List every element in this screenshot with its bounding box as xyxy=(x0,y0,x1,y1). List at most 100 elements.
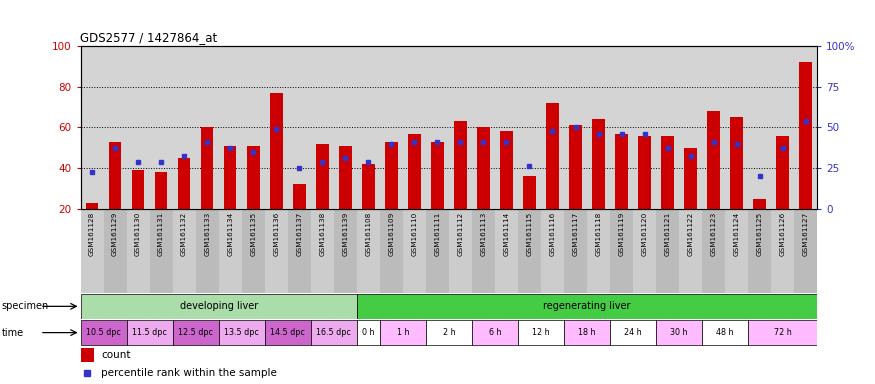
Bar xyxy=(80,320,127,345)
Bar xyxy=(362,164,374,209)
Bar xyxy=(634,209,656,293)
Bar xyxy=(408,134,421,209)
Text: GSM161116: GSM161116 xyxy=(550,212,556,257)
Bar xyxy=(518,209,541,293)
Text: GSM161109: GSM161109 xyxy=(388,212,395,257)
Bar xyxy=(656,209,679,293)
Text: GSM161118: GSM161118 xyxy=(596,212,601,257)
Bar xyxy=(150,209,172,293)
Bar xyxy=(472,320,518,345)
Bar xyxy=(748,209,771,293)
Bar xyxy=(316,144,329,209)
Text: percentile rank within the sample: percentile rank within the sample xyxy=(102,367,277,377)
Bar xyxy=(103,209,127,293)
Text: 1 h: 1 h xyxy=(396,328,410,337)
Bar xyxy=(426,320,472,345)
Bar xyxy=(426,209,449,293)
Bar xyxy=(357,209,380,293)
Text: GSM161115: GSM161115 xyxy=(527,212,533,257)
Bar xyxy=(679,209,702,293)
Bar xyxy=(219,209,242,293)
Text: GSM161113: GSM161113 xyxy=(480,212,487,257)
Text: GSM161131: GSM161131 xyxy=(158,212,164,257)
Bar xyxy=(592,119,605,209)
Bar xyxy=(702,320,748,345)
Bar xyxy=(127,209,150,293)
Bar xyxy=(454,121,466,209)
Bar xyxy=(449,209,472,293)
Text: 6 h: 6 h xyxy=(488,328,501,337)
Bar xyxy=(431,142,444,209)
Text: GSM161114: GSM161114 xyxy=(503,212,509,257)
Text: 30 h: 30 h xyxy=(670,328,688,337)
Text: GSM161120: GSM161120 xyxy=(641,212,648,257)
Text: 14.5 dpc: 14.5 dpc xyxy=(270,328,305,337)
Bar xyxy=(518,320,564,345)
Text: GSM161139: GSM161139 xyxy=(342,212,348,257)
Text: GSM161129: GSM161129 xyxy=(112,212,118,257)
Bar xyxy=(541,209,564,293)
Bar xyxy=(794,209,817,293)
Bar xyxy=(293,184,305,209)
Bar xyxy=(357,320,380,345)
Bar xyxy=(380,320,426,345)
Bar xyxy=(662,136,674,209)
Bar xyxy=(242,209,265,293)
Text: GSM161127: GSM161127 xyxy=(802,212,808,257)
Bar xyxy=(224,146,236,209)
Bar xyxy=(638,136,651,209)
Bar xyxy=(564,209,587,293)
Text: 24 h: 24 h xyxy=(624,328,642,337)
Text: 10.5 dpc: 10.5 dpc xyxy=(86,328,121,337)
Bar xyxy=(731,117,743,209)
Bar xyxy=(219,320,265,345)
Bar xyxy=(357,294,817,319)
Bar xyxy=(265,320,311,345)
Text: GSM161136: GSM161136 xyxy=(273,212,279,257)
Text: GSM161122: GSM161122 xyxy=(688,212,694,257)
Text: GSM161128: GSM161128 xyxy=(89,212,95,257)
Bar xyxy=(587,209,610,293)
Bar xyxy=(725,209,748,293)
Bar xyxy=(80,294,357,319)
Text: GSM161134: GSM161134 xyxy=(228,212,233,257)
Text: GSM161132: GSM161132 xyxy=(181,212,187,257)
Text: GSM161138: GSM161138 xyxy=(319,212,326,257)
Text: 18 h: 18 h xyxy=(578,328,596,337)
Text: 16.5 dpc: 16.5 dpc xyxy=(317,328,351,337)
Bar xyxy=(753,199,766,209)
Bar xyxy=(569,126,582,209)
Bar xyxy=(495,209,518,293)
Bar xyxy=(546,103,559,209)
Text: 12.5 dpc: 12.5 dpc xyxy=(178,328,214,337)
Bar xyxy=(196,209,219,293)
Bar xyxy=(615,134,628,209)
Text: GSM161121: GSM161121 xyxy=(665,212,670,257)
Text: GSM161108: GSM161108 xyxy=(365,212,371,257)
Bar xyxy=(178,158,191,209)
Text: GSM161117: GSM161117 xyxy=(572,212,578,257)
Bar xyxy=(311,209,333,293)
Bar xyxy=(86,203,98,209)
Bar xyxy=(564,320,610,345)
Text: count: count xyxy=(102,350,130,360)
Text: 48 h: 48 h xyxy=(717,328,734,337)
Text: GSM161130: GSM161130 xyxy=(135,212,141,257)
Text: GSM161135: GSM161135 xyxy=(250,212,256,257)
Bar xyxy=(684,148,697,209)
Bar xyxy=(380,209,402,293)
Bar xyxy=(80,209,103,293)
Bar xyxy=(108,142,122,209)
Bar xyxy=(172,320,219,345)
Bar xyxy=(288,209,311,293)
Bar xyxy=(523,176,536,209)
Bar xyxy=(80,348,94,362)
Bar xyxy=(776,136,789,209)
Text: specimen: specimen xyxy=(2,301,49,311)
Text: GSM161124: GSM161124 xyxy=(733,212,739,257)
Bar xyxy=(339,146,352,209)
Bar xyxy=(402,209,426,293)
Text: 72 h: 72 h xyxy=(774,328,792,337)
Bar xyxy=(610,209,634,293)
Bar xyxy=(265,209,288,293)
